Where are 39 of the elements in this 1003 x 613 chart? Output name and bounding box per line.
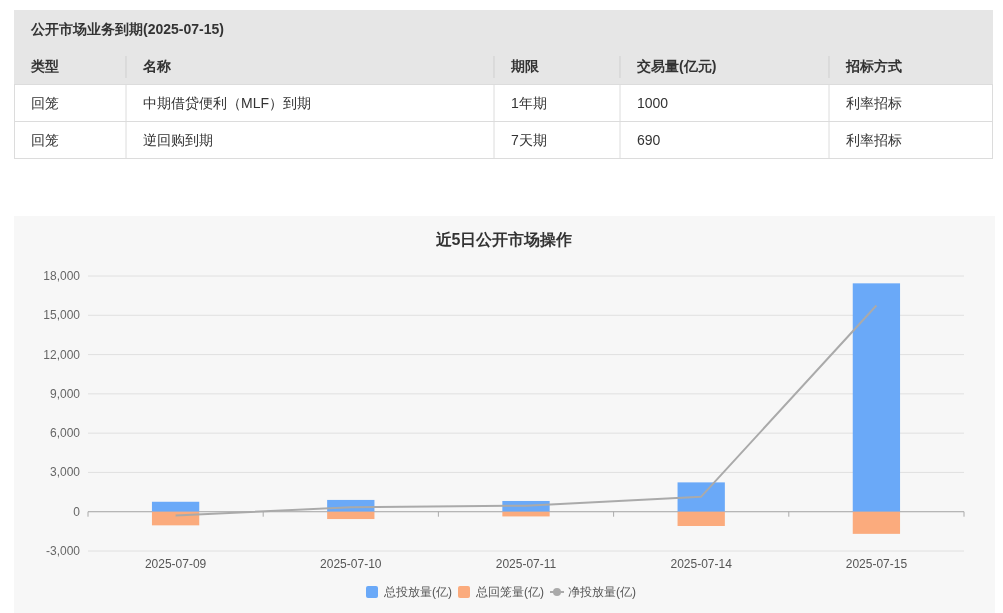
x-tick-label: 2025-07-10 [320, 557, 382, 571]
text: 回笼 [31, 95, 59, 111]
category-label: 类型 [30, 58, 59, 74]
category-label: 招标方式 [845, 58, 902, 74]
category-label: 交易量(亿元) [636, 58, 717, 74]
legend-label: 总投放量(亿) [383, 585, 452, 599]
y-tick-label: 9,000 [49, 386, 81, 401]
text: 1000 [637, 95, 669, 111]
y-tick-label: 3,000 [49, 465, 81, 480]
text: 公开市场业务到期(2025-07-15) [30, 21, 224, 37]
y-tick-label: 0 [73, 504, 81, 519]
bar [677, 511, 725, 526]
legend-label: 净投放量(亿) [568, 585, 636, 599]
x-tick-label: 2025-07-15 [845, 557, 908, 571]
bar [327, 511, 375, 520]
text: 利率招标 [846, 95, 902, 111]
text: 回笼 [31, 132, 59, 148]
y-tick-label: 15,000 [43, 308, 81, 323]
text: 7天期 [511, 132, 547, 148]
category-label: 期限 [510, 58, 540, 74]
x-tick-label: 2025-07-14 [670, 557, 733, 571]
chart-title: 近5日公开市场操作 [434, 231, 573, 248]
text: 中期借贷便利（MLF）到期 [143, 95, 311, 111]
y-tick-label: -3,000 [45, 544, 81, 558]
bar [677, 482, 725, 512]
x-tick-label: 2025-07-09 [144, 557, 207, 571]
y-tick-label: 18,000 [43, 269, 81, 283]
text: 690 [637, 132, 661, 148]
bar [852, 511, 901, 534]
y-tick-label: 6,000 [49, 426, 81, 441]
text: 1年期 [511, 95, 547, 111]
text: 逆回购到期 [143, 132, 213, 148]
x-tick-label: 2025-07-11 [495, 557, 557, 571]
y-tick-label: 12,000 [43, 347, 81, 362]
text: 利率招标 [846, 132, 902, 148]
bar [852, 283, 901, 512]
category-label: 名称 [142, 58, 171, 74]
bar [151, 501, 200, 512]
legend-label: 总回笼量(亿) [475, 585, 544, 599]
